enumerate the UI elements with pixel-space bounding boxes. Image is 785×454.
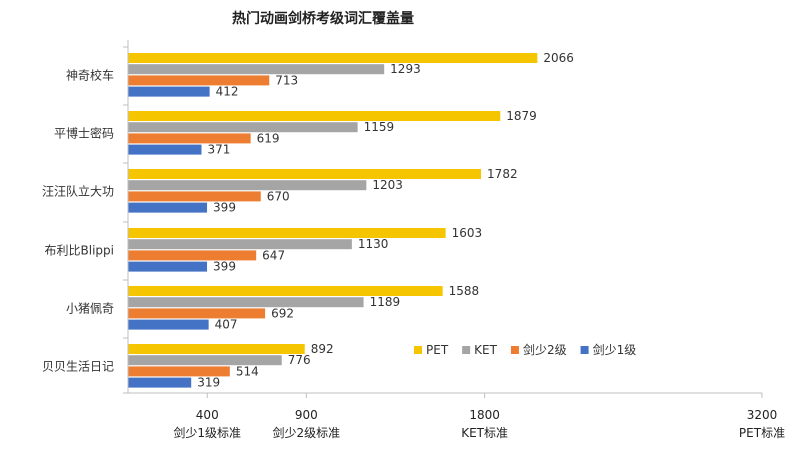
legend-swatch-pet (414, 346, 422, 354)
data-label-pet-小猪佩奇: 1588 (449, 284, 480, 298)
x-tick-label-1800: KET标准 (461, 426, 508, 440)
bar-剑少1级-平博士密码 (128, 144, 202, 155)
data-label-pet-贝贝生活日记: 892 (311, 342, 334, 356)
bar-ket-汪汪队立大功 (128, 180, 367, 191)
bar-剑少2级-小猪佩奇 (128, 308, 266, 319)
x-tick-value-400: 400 (196, 408, 219, 422)
bar-剑少1级-布利比blippi (128, 261, 208, 272)
y-tick-label-汪汪队立大功: 汪汪队立大功 (42, 183, 114, 198)
legend-label-剑少2级: 剑少2级 (523, 342, 567, 357)
bar-pet-神奇校车 (128, 53, 538, 63)
x-tick-label-400: 剑少1级标准 (173, 425, 241, 440)
bar-剑少2级-神奇校车 (128, 75, 270, 86)
data-label-剑少1级-汪汪队立大功: 399 (213, 201, 236, 215)
data-label-剑少1级-布利比blippi: 399 (213, 260, 236, 274)
legend: PET KET 剑少2级 剑少1级 (414, 342, 636, 357)
bar-剑少2级-平博士密码 (128, 133, 251, 144)
data-label-ket-平博士密码: 1159 (364, 120, 395, 134)
y-tick-label-贝贝生活日记: 贝贝生活日记 (42, 359, 114, 373)
bar-剑少1级-贝贝生活日记 (128, 377, 192, 388)
bar-ket-贝贝生活日记 (128, 355, 282, 366)
data-label-剑少2级-神奇校车: 713 (275, 73, 298, 87)
data-label-剑少1级-神奇校车: 412 (216, 85, 239, 99)
x-tick-value-900: 900 (295, 408, 318, 422)
data-label-剑少2级-布利比blippi: 647 (262, 248, 285, 262)
bar-剑少2级-贝贝生活日记 (128, 366, 230, 377)
data-label-ket-贝贝生活日记: 776 (288, 353, 311, 367)
data-label-剑少2级-平博士密码: 619 (257, 131, 280, 145)
x-tick-value-1800: 1800 (469, 408, 500, 422)
bar-pet-汪汪队立大功 (128, 169, 482, 179)
data-label-pet-汪汪队立大功: 1782 (487, 167, 518, 181)
data-label-pet-布利比blippi: 1603 (452, 226, 483, 240)
bar-pet-平博士密码 (128, 111, 501, 121)
x-axis: 400 剑少1级标准 900 剑少2级标准 1800 KET标准 3200 PET标准 (128, 392, 785, 440)
bar-ket-神奇校车 (128, 64, 385, 75)
bar-剑少2级-汪汪队立大功 (128, 191, 261, 202)
x-tick-label-3200: PET标准 (739, 426, 785, 440)
legend-swatch-ket (462, 346, 471, 354)
bar-ket-小猪佩奇 (128, 297, 364, 308)
y-tick-label-布利比blippi: 布利比Blippi (45, 243, 114, 257)
bar-pet-布利比blippi (128, 228, 446, 238)
legend-label-ket: KET (474, 343, 497, 357)
data-label-ket-神奇校车: 1293 (390, 62, 421, 76)
bar-pet-小猪佩奇 (128, 286, 443, 296)
chart-title: 热门动画剑桥考级词汇覆盖量 (232, 10, 414, 27)
bar-ket-平博士密码 (128, 122, 358, 133)
bar-剑少2级-布利比blippi (128, 250, 257, 261)
data-label-ket-小猪佩奇: 1189 (370, 295, 401, 309)
y-tick-label-神奇校车: 神奇校车 (66, 67, 114, 82)
legend-swatch-剑少2级 (510, 346, 519, 354)
data-label-ket-布利比blippi: 1130 (358, 237, 389, 251)
plot-area: 2066 1293 713 412 1879 1159 619 371 1782 1203 670 3… (128, 51, 574, 390)
bar-剑少1级-小猪佩奇 (128, 319, 209, 330)
y-tick-label-小猪佩奇: 小猪佩奇 (66, 301, 114, 315)
bar-剑少1级-神奇校车 (128, 86, 210, 97)
bar-ket-布利比blippi (128, 239, 352, 250)
data-label-剑少1级-贝贝生活日记: 319 (197, 376, 220, 390)
data-label-剑少1级-平博士密码: 371 (208, 143, 231, 157)
y-tick-label-平博士密码: 平博士密码 (54, 125, 114, 140)
bar-pet-贝贝生活日记 (128, 344, 305, 354)
legend-label-pet: PET (426, 343, 449, 357)
data-label-pet-神奇校车: 2066 (543, 51, 574, 65)
data-label-ket-汪汪队立大功: 1203 (372, 178, 403, 192)
bar-剑少1级-汪汪队立大功 (128, 202, 208, 213)
x-tick-label-900: 剑少2级标准 (272, 425, 340, 440)
legend-label-剑少1级: 剑少1级 (593, 342, 637, 357)
data-label-剑少2级-小猪佩奇: 692 (271, 306, 294, 320)
data-label-剑少2级-贝贝生活日记: 514 (236, 364, 259, 378)
x-tick-value-3200: 3200 (747, 408, 778, 422)
data-label-剑少2级-汪汪队立大功: 670 (267, 189, 290, 203)
data-label-剑少1级-小猪佩奇: 407 (215, 318, 238, 332)
data-label-pet-平博士密码: 1879 (506, 109, 537, 123)
legend-swatch-剑少1级 (580, 346, 589, 354)
